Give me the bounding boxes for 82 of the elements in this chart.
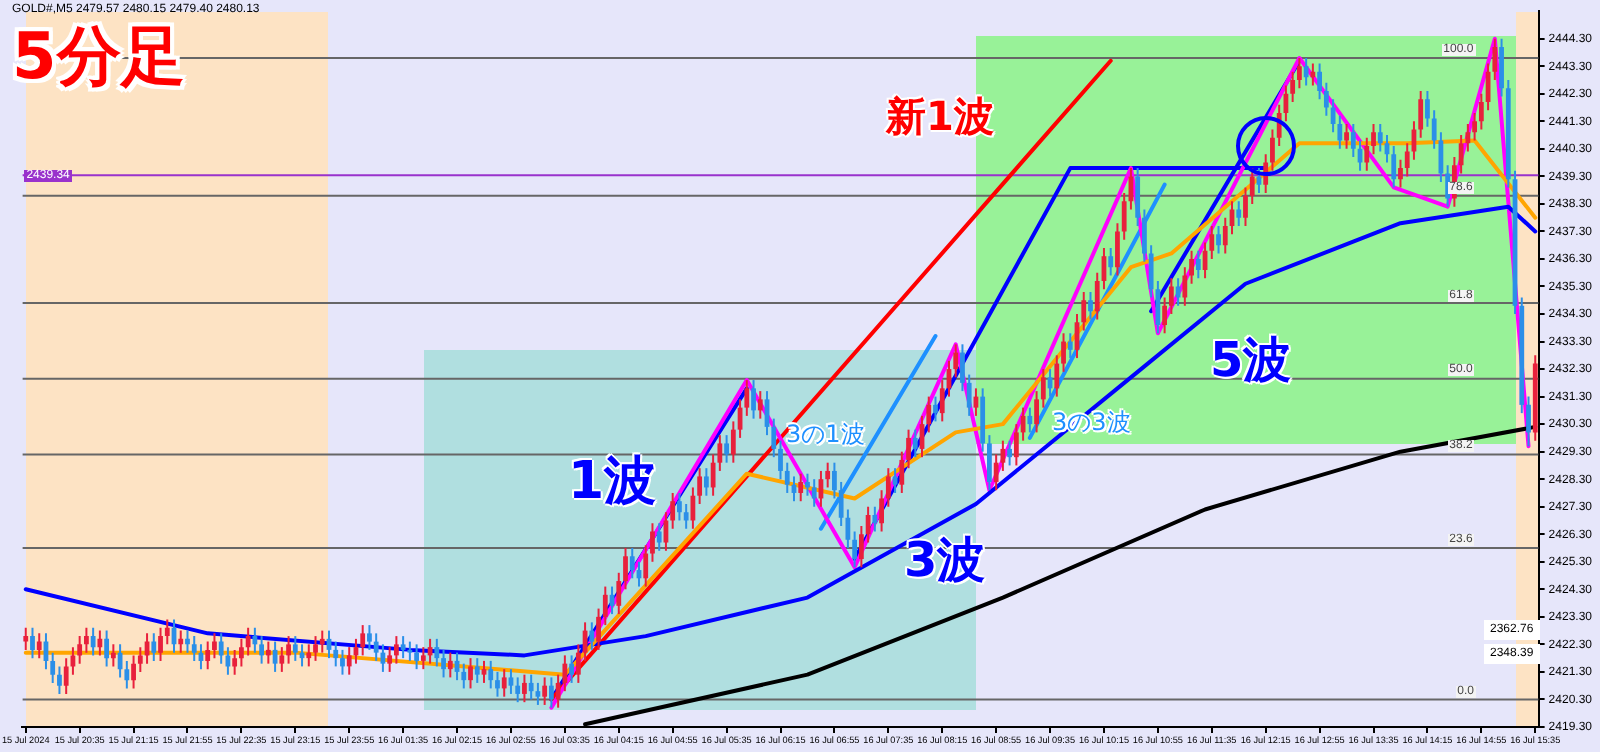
candlestick xyxy=(1344,123,1349,150)
candlestick xyxy=(23,626,29,651)
candlestick xyxy=(245,626,251,657)
candlestick xyxy=(286,635,291,665)
candlestick xyxy=(757,390,763,420)
candlestick xyxy=(724,434,729,464)
candlestick xyxy=(313,635,318,662)
annotation: 5波 xyxy=(1210,332,1292,388)
candlestick xyxy=(185,629,190,654)
candlestick xyxy=(589,621,595,651)
candlestick xyxy=(259,635,265,665)
candlestick xyxy=(569,654,574,684)
candlestick xyxy=(30,626,35,660)
candlestick xyxy=(535,681,541,706)
candlestick xyxy=(1175,277,1181,307)
annotation: 3の1波 xyxy=(786,420,865,448)
candlestick xyxy=(912,428,918,459)
candlestick xyxy=(1310,62,1316,87)
candlestick xyxy=(110,643,116,668)
candlestick xyxy=(481,659,487,684)
candlestick xyxy=(872,505,878,533)
candlestick xyxy=(420,646,426,671)
candlestick xyxy=(158,626,163,662)
candlestick xyxy=(1236,200,1242,227)
candlestick xyxy=(892,467,898,494)
candlestick xyxy=(798,472,804,503)
candlestick xyxy=(434,637,440,668)
candlestick xyxy=(292,635,298,662)
candlestick xyxy=(474,657,480,684)
candlestick xyxy=(104,629,110,668)
candlestick xyxy=(400,635,406,660)
candlestick xyxy=(205,640,211,671)
candlestick xyxy=(1195,249,1201,280)
candlestick xyxy=(1364,136,1370,172)
candlestick xyxy=(360,624,366,657)
candlestick xyxy=(1182,266,1188,307)
candlestick xyxy=(677,491,682,522)
candlestick xyxy=(515,676,521,704)
candlestick xyxy=(703,467,709,497)
candlestick xyxy=(346,646,352,676)
candlestick xyxy=(501,668,507,698)
candlestick xyxy=(131,654,136,690)
candlestick xyxy=(1303,57,1309,87)
candlestick xyxy=(683,502,689,530)
candlestick xyxy=(522,673,527,704)
annotation: 3波 xyxy=(904,532,986,588)
candlestick xyxy=(279,646,285,673)
candlestick xyxy=(1027,406,1033,434)
candlestick xyxy=(629,547,635,580)
annotation: 新1波 xyxy=(886,92,994,140)
candlestick xyxy=(656,522,662,552)
candlestick xyxy=(319,629,325,654)
candlestick xyxy=(97,629,103,657)
candlestick xyxy=(508,668,514,695)
candlestick xyxy=(1108,246,1114,277)
candlestick xyxy=(933,395,938,423)
candlestick xyxy=(1088,291,1093,321)
candlestick xyxy=(542,676,548,706)
annotation: 1波 xyxy=(568,452,657,512)
candlestick xyxy=(751,379,756,420)
candlestick xyxy=(36,632,42,660)
candlestick xyxy=(528,673,534,701)
candlestick xyxy=(90,626,96,657)
candlestick xyxy=(811,478,817,508)
candlestick xyxy=(178,629,184,654)
candlestick xyxy=(1216,224,1221,255)
candlestick xyxy=(191,635,197,662)
candlestick xyxy=(407,640,413,662)
candlestick xyxy=(1007,439,1013,467)
candlestick xyxy=(340,648,345,676)
candlestick xyxy=(252,626,258,654)
candlestick xyxy=(265,640,271,665)
candlestick xyxy=(1256,167,1262,194)
candlestick xyxy=(447,651,453,679)
candlestick xyxy=(151,632,157,662)
candlestick xyxy=(548,676,554,709)
candlestick xyxy=(468,657,473,690)
candlestick xyxy=(393,635,399,665)
candlestick xyxy=(1067,332,1073,360)
candlestick xyxy=(306,643,312,668)
candlestick xyxy=(488,659,494,690)
candlestick xyxy=(414,643,420,671)
